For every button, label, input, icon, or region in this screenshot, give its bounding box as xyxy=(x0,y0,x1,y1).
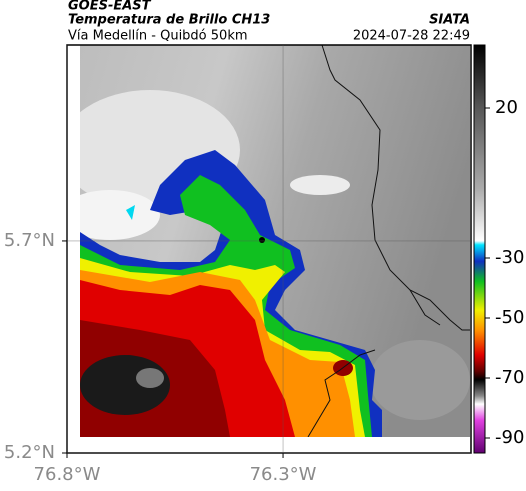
satellite: GOES-EAST xyxy=(68,0,152,14)
colorbar xyxy=(473,44,486,454)
timestamp: 2024-07-28 22:49 xyxy=(353,29,470,44)
colorbar-tick-label: -30 xyxy=(495,247,524,268)
colorbar-tick-label: 20 xyxy=(495,97,518,118)
x-tick-label: 76.8°W xyxy=(34,464,101,485)
route: Vía Medellín - Quibdó 50km xyxy=(68,29,248,44)
product: Temperatura de Brillo CH13 xyxy=(68,13,270,28)
satellite-image xyxy=(80,45,470,437)
colorbar-tick-label: -90 xyxy=(495,427,524,448)
colorbar-tick-label: -50 xyxy=(495,307,524,328)
y-tick-label: 5.7°N xyxy=(4,230,55,251)
axes: 76.8°W 76.3°W 5.2°N 5.7°N 20 -30 -50 -70 -90 xyxy=(4,45,524,485)
y-tick-label: 5.2°N xyxy=(4,442,55,463)
x-tick-label: 76.3°W xyxy=(250,464,317,485)
source: SIATA xyxy=(429,13,470,28)
colorbar-tick-label: -70 xyxy=(495,367,524,388)
